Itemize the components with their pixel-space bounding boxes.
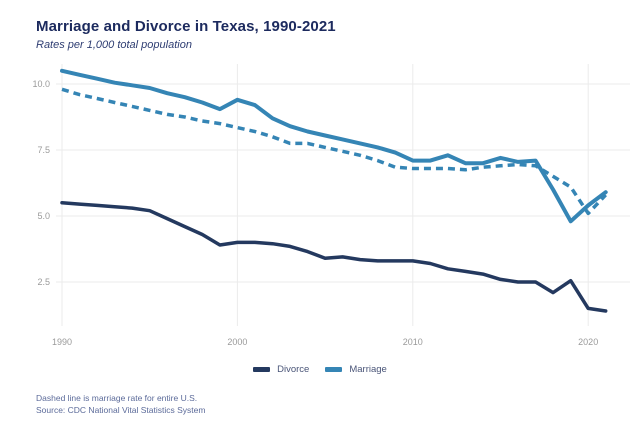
x-tick-label: 2010 [403,337,423,347]
chart-legend: Divorce Marriage [0,364,640,375]
marriage-line-swatch [325,367,343,372]
x-tick-label: 2020 [578,337,598,347]
y-tick-label: 2.5 [37,277,50,287]
legend-item-divorce: Divorce [253,364,309,375]
series-line-marriage-texas [60,68,608,224]
legend-label-divorce: Divorce [277,364,310,375]
footnote-source: Source: CDC National Vital Statistics Sy… [36,404,206,415]
y-tick-label: 7.5 [37,145,50,155]
x-tick-label: 1990 [52,337,72,347]
chart-title: Marriage and Divorce in Texas, 1990-2021 [36,18,336,35]
x-tick-label: 2000 [227,337,247,347]
divorce-line-swatch [253,367,271,372]
footnote-dashed-line: Dashed line is marriage rate for entire … [36,393,198,403]
y-tick-label: 10.0 [32,79,50,89]
series-line-marriage-us [61,87,607,216]
series-line-divorce [60,201,608,313]
chart-footnotes: Dashed line is marriage rate for entire … [36,393,205,416]
legend-item-marriage: Marriage [325,364,387,375]
chart-subtitle: Rates per 1,000 total population [36,39,192,51]
legend-label-marriage: Marriage [349,364,387,375]
y-tick-label: 5.0 [37,211,50,221]
